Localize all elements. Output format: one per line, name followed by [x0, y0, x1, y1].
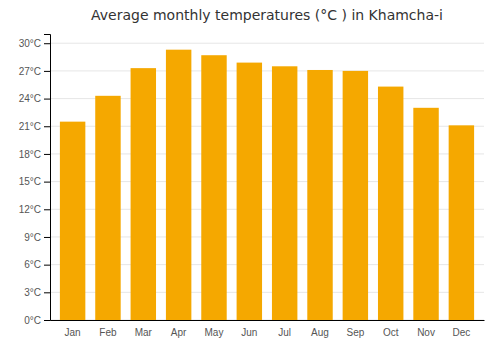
x-tick: Nov [417, 327, 435, 338]
y-tick: 24°C [19, 93, 50, 104]
chart-svg: Average monthly temperatures (°C ) in Kh… [0, 0, 500, 350]
y-axis-line [44, 35, 51, 321]
x-tick: Aug [311, 327, 329, 338]
y-tick: 18°C [19, 149, 50, 160]
x-tick-label: Jun [241, 327, 257, 338]
y-tick-label: 24°C [19, 93, 41, 104]
bar [378, 87, 403, 320]
y-tick-label: 21°C [19, 121, 41, 132]
x-tick-label: Feb [99, 327, 117, 338]
y-tick: 15°C [19, 176, 50, 187]
x-tick: Oct [383, 327, 399, 338]
bar [131, 68, 156, 320]
y-tick: 27°C [19, 66, 50, 77]
x-tick: Jan [65, 327, 81, 338]
chart-container: Average monthly temperatures (°C ) in Kh… [0, 0, 500, 350]
y-tick-label: 30°C [19, 38, 41, 49]
y-tick-mark [44, 292, 50, 293]
x-tick: Mar [135, 327, 153, 338]
y-tick: 12°C [19, 204, 50, 215]
y-tick-label: 15°C [19, 176, 41, 187]
y-tick: 6°C [24, 259, 50, 270]
y-tick-label: 6°C [24, 259, 41, 270]
grid [50, 43, 484, 320]
bar [343, 71, 368, 320]
y-tick-label: 18°C [19, 149, 41, 160]
x-tick: Apr [171, 327, 187, 338]
x-tick-label: Sep [346, 327, 364, 338]
bar [60, 122, 85, 320]
y-tick-mark [44, 209, 50, 210]
x-tick: Jul [278, 327, 291, 338]
x-tick: Jun [241, 327, 257, 338]
x-tick: Sep [346, 327, 364, 338]
x-axis: Jan Feb Mar Apr May Jun Jul Aug Sep Oct Nov Dec [51, 321, 485, 339]
bar [95, 96, 120, 320]
y-tick-mark [44, 71, 50, 72]
y-tick: 21°C [19, 121, 50, 132]
x-tick-label: May [205, 327, 224, 338]
x-tick-label: Aug [311, 327, 329, 338]
y-tick-label: 12°C [19, 204, 41, 215]
x-tick: May [205, 327, 224, 338]
y-tick-mark [44, 126, 50, 127]
x-tick-label: Oct [383, 327, 399, 338]
x-tick: Feb [99, 327, 117, 338]
bar [237, 63, 262, 320]
bar [272, 66, 297, 320]
y-tick: 0°C [24, 315, 50, 326]
grid-line [50, 70, 484, 71]
bar [201, 55, 226, 320]
y-tick-mark [44, 154, 50, 155]
y-tick-mark [44, 182, 50, 183]
bar [166, 50, 191, 320]
y-tick-label: 3°C [24, 287, 41, 298]
y-tick-mark [44, 265, 50, 266]
y-tick: 3°C [24, 287, 50, 298]
y-tick-mark [44, 320, 50, 321]
x-tick-label: Dec [452, 327, 470, 338]
x-tick-label: Apr [171, 327, 187, 338]
y-tick-mark [44, 43, 50, 44]
grid-line [50, 43, 484, 44]
bar [449, 125, 474, 320]
x-tick: Dec [452, 327, 470, 338]
y-tick-label: 9°C [24, 232, 41, 243]
x-tick-label: Nov [417, 327, 435, 338]
x-tick-label: Mar [135, 327, 153, 338]
x-tick-label: Jul [278, 327, 291, 338]
y-axis: 0°C 3°C 6°C 9°C 12°C 15°C 18°C 21°C 24°C 27°C 30°C [19, 35, 51, 326]
bars [60, 50, 474, 320]
y-tick-label: 27°C [19, 66, 41, 77]
y-tick-mark [44, 237, 50, 238]
y-tick-mark [44, 99, 50, 100]
x-tick-label: Jan [65, 327, 81, 338]
y-tick: 30°C [19, 38, 50, 49]
y-tick-label: 0°C [24, 315, 41, 326]
x-axis-line [51, 320, 485, 321]
bar [413, 108, 438, 320]
y-tick: 9°C [24, 232, 50, 243]
bar [307, 70, 332, 320]
chart-title: Average monthly temperatures (°C ) in Kh… [91, 7, 443, 23]
